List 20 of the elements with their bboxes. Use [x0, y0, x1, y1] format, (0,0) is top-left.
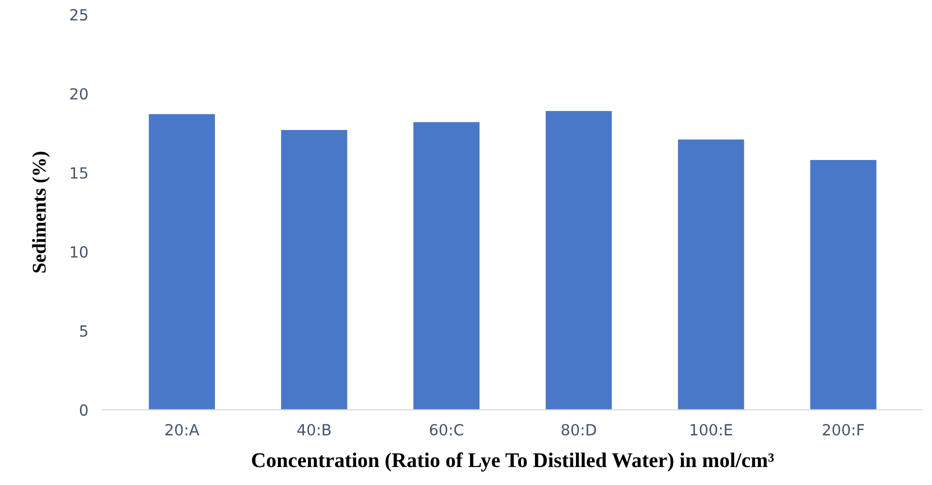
x-tick-label: 100:E [690, 424, 732, 436]
y-tick-label: 5 [80, 325, 88, 337]
bar [546, 110, 612, 410]
bar [810, 160, 876, 410]
x-axis-title: Concentration (Ratio of Lye To Distilled Water) in mol/cm³ [252, 452, 774, 472]
bar [281, 130, 348, 410]
x-tick-label: 20:A [165, 424, 200, 436]
y-tick-label: 20 [70, 88, 88, 100]
bar [148, 114, 215, 410]
y-tick-label: 0 [80, 404, 88, 416]
bar [678, 139, 744, 410]
x-tick-label: 200:F [822, 424, 864, 436]
x-tick-label: 60:C [430, 424, 464, 436]
y-tick-label: 15 [70, 167, 88, 179]
y-tick-label: 25 [70, 9, 88, 21]
y-axis-title: Sediments (%) [32, 152, 50, 272]
x-tick-label: 40:B [297, 424, 331, 436]
y-tick-label: 10 [70, 246, 88, 258]
bar [413, 122, 480, 410]
x-tick-label: 80:D [562, 424, 596, 436]
